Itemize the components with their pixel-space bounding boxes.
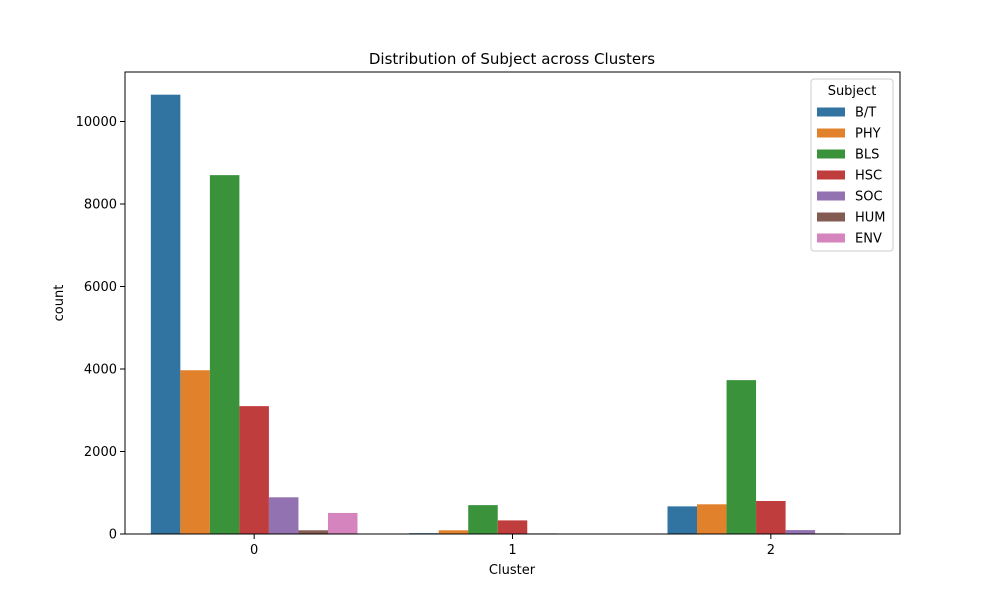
bar-b-t-cluster-2 — [667, 506, 698, 534]
bar-b-t-cluster-0 — [150, 94, 181, 534]
y-tick-label: 10000 — [76, 115, 117, 130]
legend: Subject B/T PHY BLS HSC SOC HUM ENV — [810, 78, 894, 252]
legend-swatch — [817, 149, 845, 159]
legend-swatch — [817, 128, 845, 138]
bar-env-cluster-0 — [327, 512, 358, 534]
x-axis: 0 1 2 — [250, 534, 775, 558]
bar-bls-cluster-2 — [726, 380, 757, 534]
bar-soc-cluster-2 — [785, 530, 816, 534]
y-tick-label: 8000 — [84, 198, 117, 213]
legend-label: HSC — [855, 169, 882, 184]
bars-group — [150, 94, 875, 535]
bar-hsc-cluster-2 — [756, 501, 786, 534]
x-tick-label: 1 — [508, 543, 516, 558]
y-tick-label: 6000 — [84, 280, 117, 295]
bar-hsc-cluster-0 — [239, 406, 269, 535]
legend-swatch — [817, 107, 845, 117]
bar-hum-cluster-0 — [298, 530, 328, 534]
plot-frame — [124, 71, 901, 535]
y-axis: 0 2000 4000 6000 8000 10000 — [76, 115, 125, 543]
legend-label: HUM — [855, 211, 886, 226]
legend-swatch — [817, 233, 845, 243]
bar-phy-cluster-0 — [180, 370, 210, 534]
legend-swatch — [817, 212, 845, 222]
legend-label: BLS — [855, 148, 879, 163]
bar-phy-cluster-1 — [438, 530, 469, 534]
y-axis-label: count — [52, 285, 67, 322]
x-tick-label: 0 — [250, 543, 258, 558]
legend-label: ENV — [855, 232, 882, 247]
legend-label: SOC — [855, 190, 883, 205]
y-tick-label: 4000 — [84, 363, 117, 378]
bar-hsc-cluster-1 — [497, 520, 528, 534]
y-tick-label: 0 — [109, 528, 117, 543]
legend-title: Subject — [828, 84, 877, 99]
bar-bls-cluster-1 — [468, 505, 498, 535]
bar-soc-cluster-0 — [268, 497, 299, 534]
legend-label: B/T — [855, 106, 876, 121]
legend-frame — [810, 78, 894, 252]
y-tick-label: 2000 — [84, 445, 117, 460]
chart-title: Distribution of Subject across Clusters — [369, 50, 655, 68]
legend-label: PHY — [855, 127, 881, 142]
bar-bls-cluster-0 — [209, 175, 240, 535]
legend-swatch — [817, 170, 845, 180]
x-axis-label: Cluster — [489, 563, 536, 578]
bar-phy-cluster-2 — [697, 504, 727, 534]
x-tick-label: 2 — [767, 543, 775, 558]
legend-swatch — [817, 191, 845, 201]
